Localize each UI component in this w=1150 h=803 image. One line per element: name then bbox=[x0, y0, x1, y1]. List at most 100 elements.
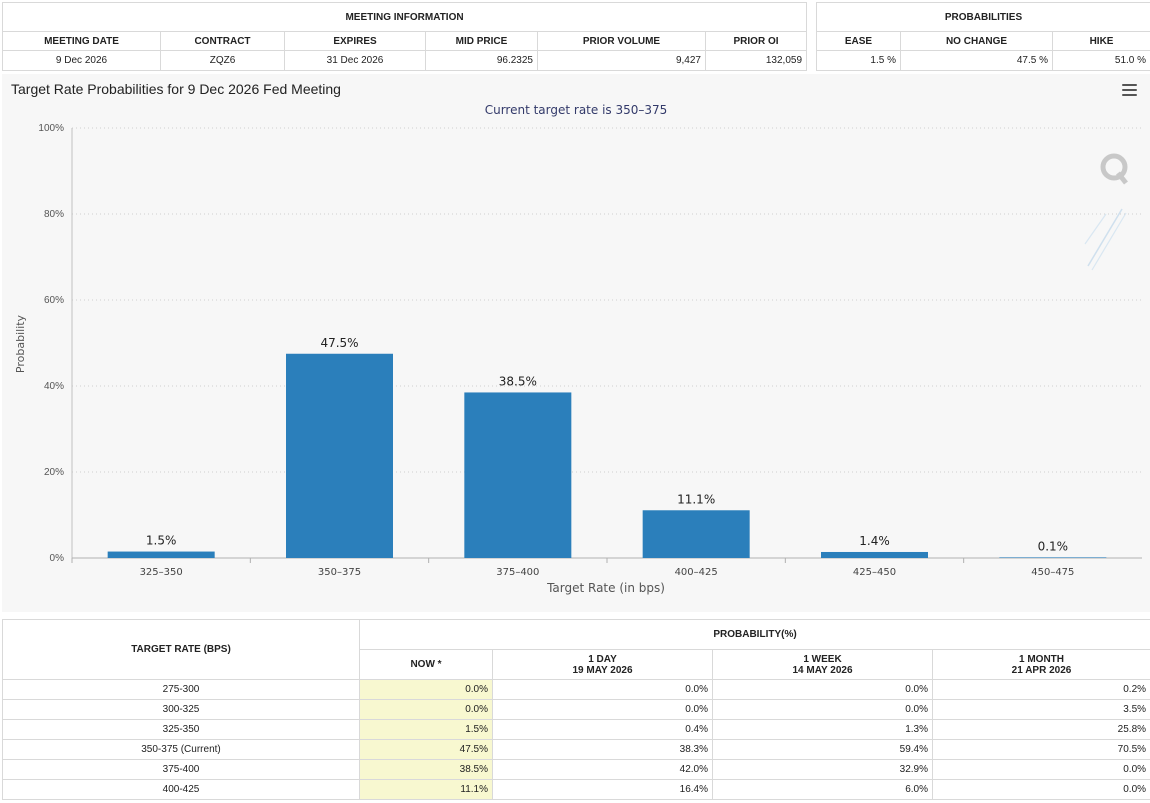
target-rate-cell: 325-350 bbox=[2, 719, 360, 740]
y-tick-label: 100% bbox=[38, 123, 64, 134]
probability-cell: 25.8% bbox=[931, 719, 1150, 740]
bar[interactable] bbox=[464, 392, 572, 558]
x-tick-label: 350–375 bbox=[318, 567, 361, 578]
contract-value: ZQZ6 bbox=[160, 50, 285, 71]
bar[interactable] bbox=[999, 557, 1107, 558]
chart-menu-icon[interactable] bbox=[1122, 84, 1137, 97]
one-month-header-label: 1 MONTH bbox=[1019, 653, 1065, 665]
no-change-header: NO CHANGE bbox=[900, 31, 1053, 51]
x-axis-label: Target Rate (in bps) bbox=[546, 581, 665, 595]
now-header-label: NOW * bbox=[410, 659, 442, 670]
q-logo-icon bbox=[1084, 153, 1128, 271]
contract-header: CONTRACT bbox=[160, 31, 285, 51]
probability-cell: 0.0% bbox=[712, 699, 933, 720]
probability-cell: 16.4% bbox=[492, 779, 713, 800]
probability-cell: 0.0% bbox=[712, 679, 933, 700]
table-row: 300-325 0.0% 0.0% 0.0% 3.5% bbox=[2, 699, 1150, 720]
probability-cell: 42.0% bbox=[492, 759, 713, 780]
one-day-header-label: 1 DAY bbox=[588, 653, 617, 665]
bar[interactable] bbox=[821, 551, 928, 558]
target-rate-cell: 275-300 bbox=[2, 679, 360, 700]
mid-price-value: 96.2325 bbox=[425, 50, 538, 71]
probability-cell: 6.0% bbox=[712, 779, 933, 800]
bar[interactable] bbox=[107, 551, 215, 558]
chart-panel: Target Rate Probabilities for 9 Dec 2026… bbox=[2, 74, 1150, 612]
y-tick-label: 80% bbox=[44, 209, 64, 220]
chart-title: Target Rate Probabilities for 9 Dec 2026… bbox=[11, 81, 341, 97]
probability-cell: 1.3% bbox=[712, 719, 933, 740]
probability-cell: 0.0% bbox=[492, 699, 713, 720]
meeting-info-title: MEETING INFORMATION bbox=[1, 2, 808, 32]
meeting-date-header: MEETING DATE bbox=[2, 31, 161, 51]
hike-header: HIKE bbox=[1051, 31, 1150, 51]
probability-cell: 32.9% bbox=[712, 759, 933, 780]
target-rate-header: TARGET RATE (BPS) bbox=[2, 619, 360, 680]
probability-cell: 70.5% bbox=[931, 739, 1150, 760]
one-week-column-header: 1 WEEK 14 MAY 2026 bbox=[712, 649, 933, 680]
bar-data-label: 1.4% bbox=[859, 534, 890, 548]
probabilities-title: PROBABILITIES bbox=[815, 2, 1150, 32]
hike-value: 51.0 % bbox=[1051, 50, 1150, 71]
probability-cell: 1.5% bbox=[359, 719, 493, 740]
y-tick-label: 60% bbox=[44, 295, 64, 306]
chart-subtitle: Current target rate is 350–375 bbox=[484, 103, 668, 117]
one-day-header-date: 19 MAY 2026 bbox=[572, 664, 633, 676]
probability-cell: 11.1% bbox=[359, 779, 493, 800]
y-tick-label: 0% bbox=[50, 553, 65, 564]
probability-cell: 0.0% bbox=[931, 759, 1150, 780]
bar-data-label: 0.1% bbox=[1038, 539, 1069, 553]
x-tick-label: 400–425 bbox=[675, 567, 718, 578]
bar-data-label: 1.5% bbox=[146, 534, 177, 548]
target-rate-cell: 400-425 bbox=[2, 779, 360, 800]
prior-oi-value: 132,059 bbox=[704, 50, 808, 71]
probability-cell: 0.0% bbox=[931, 779, 1150, 800]
probability-cell: 3.5% bbox=[931, 699, 1150, 720]
bar-data-label: 47.5% bbox=[320, 336, 358, 350]
x-tick-label: 375–400 bbox=[496, 567, 539, 578]
probability-cell: 59.4% bbox=[712, 739, 933, 760]
probability-cell: 0.4% bbox=[492, 719, 713, 740]
x-tick-label: 425–450 bbox=[853, 567, 896, 578]
probability-header: PROBABILITY(%) bbox=[358, 619, 1150, 650]
table-row: 350-375 (Current) 47.5% 38.3% 59.4% 70.5% bbox=[2, 739, 1150, 760]
target-rate-cell: 375-400 bbox=[2, 759, 360, 780]
bar-data-label: 11.1% bbox=[677, 492, 715, 506]
no-change-value: 47.5 % bbox=[900, 50, 1053, 71]
bar-chart: 0% 20% 40% 60% 80% 100% 1.5% 47.5% 38.5% 11.1% 1.… bbox=[14, 123, 1142, 595]
probability-cell: 0.0% bbox=[359, 679, 493, 700]
expires-value: 31 Dec 2026 bbox=[284, 50, 426, 71]
table-row: 400-425 11.1% 16.4% 6.0% 0.0% bbox=[2, 779, 1150, 800]
target-rate-cell: 350-375 (Current) bbox=[2, 739, 360, 760]
target-rate-table: TARGET RATE (BPS) PROBABILITY(%) NOW * 1… bbox=[2, 619, 1150, 800]
probability-cell: 38.3% bbox=[492, 739, 713, 760]
ease-header: EASE bbox=[816, 31, 901, 51]
one-day-column-header: 1 DAY 19 MAY 2026 bbox=[492, 649, 713, 680]
probability-cell: 0.0% bbox=[492, 679, 713, 700]
probability-cell: 38.5% bbox=[359, 759, 493, 780]
y-tick-label: 40% bbox=[44, 381, 64, 392]
table-row: 275-300 0.0% 0.0% 0.0% 0.2% bbox=[2, 679, 1150, 700]
expires-header: EXPIRES bbox=[284, 31, 426, 51]
one-month-column-header: 1 MONTH 21 APR 2026 bbox=[931, 649, 1150, 680]
meeting-date-value: 9 Dec 2026 bbox=[2, 50, 161, 71]
x-tick-label: 325–350 bbox=[140, 567, 183, 578]
table-row: 325-350 1.5% 0.4% 1.3% 25.8% bbox=[2, 719, 1150, 740]
one-month-header-date: 21 APR 2026 bbox=[1011, 664, 1072, 676]
mid-price-header: MID PRICE bbox=[425, 31, 538, 51]
ease-value: 1.5 % bbox=[816, 50, 901, 71]
x-tick-label: 450–475 bbox=[1031, 567, 1074, 578]
bar[interactable] bbox=[642, 510, 750, 558]
meeting-info-table: MEETING INFORMATION MEETING DATE CONTRAC… bbox=[1, 2, 808, 71]
bar-data-label: 38.5% bbox=[499, 374, 537, 388]
one-week-header-label: 1 WEEK bbox=[803, 653, 842, 665]
probability-cell: 0.2% bbox=[931, 679, 1150, 700]
target-rate-cell: 300-325 bbox=[2, 699, 360, 720]
prior-volume-header: PRIOR VOLUME bbox=[537, 31, 706, 51]
y-tick-label: 20% bbox=[44, 467, 64, 478]
probability-cell: 0.0% bbox=[359, 699, 493, 720]
probability-cell: 47.5% bbox=[359, 739, 493, 760]
prior-oi-header: PRIOR OI bbox=[704, 31, 808, 51]
one-week-header-date: 14 MAY 2026 bbox=[792, 664, 853, 676]
bar[interactable] bbox=[286, 353, 393, 558]
prior-volume-value: 9,427 bbox=[537, 50, 706, 71]
